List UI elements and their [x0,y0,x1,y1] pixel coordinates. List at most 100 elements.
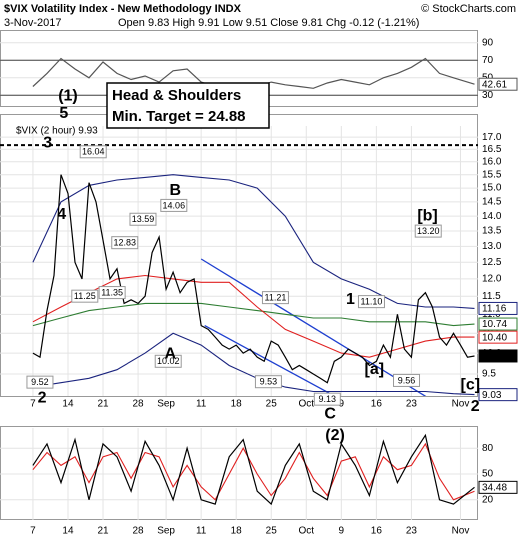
series-line [32,174,475,309]
y-tick-label: 16.5 [482,144,502,155]
price-label-box [98,286,126,300]
price-label-box [79,145,107,159]
series-line [32,174,475,384]
y-tick-label: 17.0 [482,132,502,143]
last-value-box [478,480,518,494]
y-tick-label: 9.5 [482,369,496,380]
price-label: 9.13 [319,394,337,404]
last-value-label: 9.93 [482,351,502,362]
price-label-box [357,295,385,309]
source: © StockCharts.com [421,3,516,15]
y-tick-label: 70 [482,55,494,66]
series-line [32,274,475,358]
y-tick-label: 13.5 [482,226,502,237]
price-label-box [26,375,54,389]
last-value-label: 11.16 [482,304,507,315]
quote: Open 9.83 High 9.91 Low 9.51 Close 9.81 … [118,17,419,29]
wave-label: B [169,182,181,199]
last-value-box [478,388,518,402]
x-tick-label: 14 [62,526,74,537]
y-tick-label: 20 [482,494,494,505]
last-value-box [478,317,518,331]
price-label-box [71,289,99,303]
y-tick-label: 12.5 [482,257,502,268]
x-tick-label: Nov [452,526,470,537]
price-label: 9.53 [260,377,278,387]
legend-entry: $VIX (2 hour) 9.93 [16,126,98,137]
price-label: 11.10 [361,297,383,307]
price-label: 10.02 [157,356,180,366]
x-tick-label: 21 [97,526,109,537]
price-label: 12.83 [113,238,136,248]
price-label-box [393,373,421,387]
price-label: 11.35 [101,287,123,297]
price-label-box [261,291,289,305]
y-tick-label: 13.0 [482,241,502,252]
oscillator-plot [0,428,478,520]
x-tick-label: Nov [452,399,470,410]
wave-label: (1) [58,87,78,104]
y-tick-label: 14.5 [482,197,502,208]
last-value-box [478,301,518,315]
x-tick-label: 28 [133,526,145,537]
wave-label: 5 [59,105,68,122]
x-tick-label: 16 [371,399,383,410]
price-label-box [111,236,139,250]
last-value-box [478,330,518,344]
price-label-box [160,198,188,212]
price-label-box [129,212,157,226]
wave-label: 3 [43,134,52,151]
callout-text: Head & Shoulders [112,87,241,104]
price-label-box [414,224,442,238]
series-line [32,442,475,501]
x-tick-label: 23 [406,526,418,537]
x-tick-label: Oct [299,526,315,537]
wave-label: 2 [38,389,47,406]
x-tick-label: 16 [371,526,383,537]
price-label-box [154,354,182,368]
wave-label: 1 [346,291,355,308]
last-value-label: 34.48 [482,482,507,493]
wave-label: C [324,406,336,423]
panel-frame [0,426,478,520]
x-tick-label: Sep [157,399,175,410]
y-tick-label: 50 [482,469,494,480]
y-tick-label: 90 [482,37,494,48]
price-label: 9.52 [31,377,49,387]
wave-label: (2) [325,427,345,444]
wave-label: [b] [417,207,437,224]
price-label: 11.21 [265,292,287,302]
last-value-box [478,349,518,363]
price-label: 14.06 [163,200,186,210]
y-tick-label: 80 [482,443,494,454]
callout-box [106,82,270,129]
x-tick-label: 7 [30,526,36,537]
x-tick-label: 11 [196,526,207,537]
x-tick-label: 14 [62,399,74,410]
last-value-label: 42.61 [482,79,507,90]
wave-label: [a] [364,361,384,378]
y-tick-label: 15.0 [482,183,502,194]
series-line [32,302,475,327]
x-tick-label: 25 [266,526,278,537]
overlay: 3050709042.619.510.010.511.011.512.012.5… [0,37,518,537]
price-label: 13.20 [417,226,440,236]
x-tick-label: 9 [339,526,345,537]
x-tick-label: 11 [196,399,207,410]
series-line [32,433,475,506]
wave-label: 4 [57,206,66,223]
x-tick-label: 23 [406,399,418,410]
wave-label: [c] [461,377,481,394]
x-tick-label: 28 [133,399,145,410]
price-label: 9.56 [398,375,416,385]
callout-text: Min. Target = 24.88 [112,108,246,125]
last-value-box [478,77,518,91]
x-tick-label: 18 [231,526,243,537]
price-label: 13.59 [132,214,155,224]
y-tick-label: 12.0 [482,274,502,285]
chart-title: $VIX Volatility Index - New Methodology … [4,3,242,15]
price-label: 11.25 [74,291,96,301]
y-tick-label: 15.5 [482,169,502,180]
x-tick-label: 9 [339,399,345,410]
